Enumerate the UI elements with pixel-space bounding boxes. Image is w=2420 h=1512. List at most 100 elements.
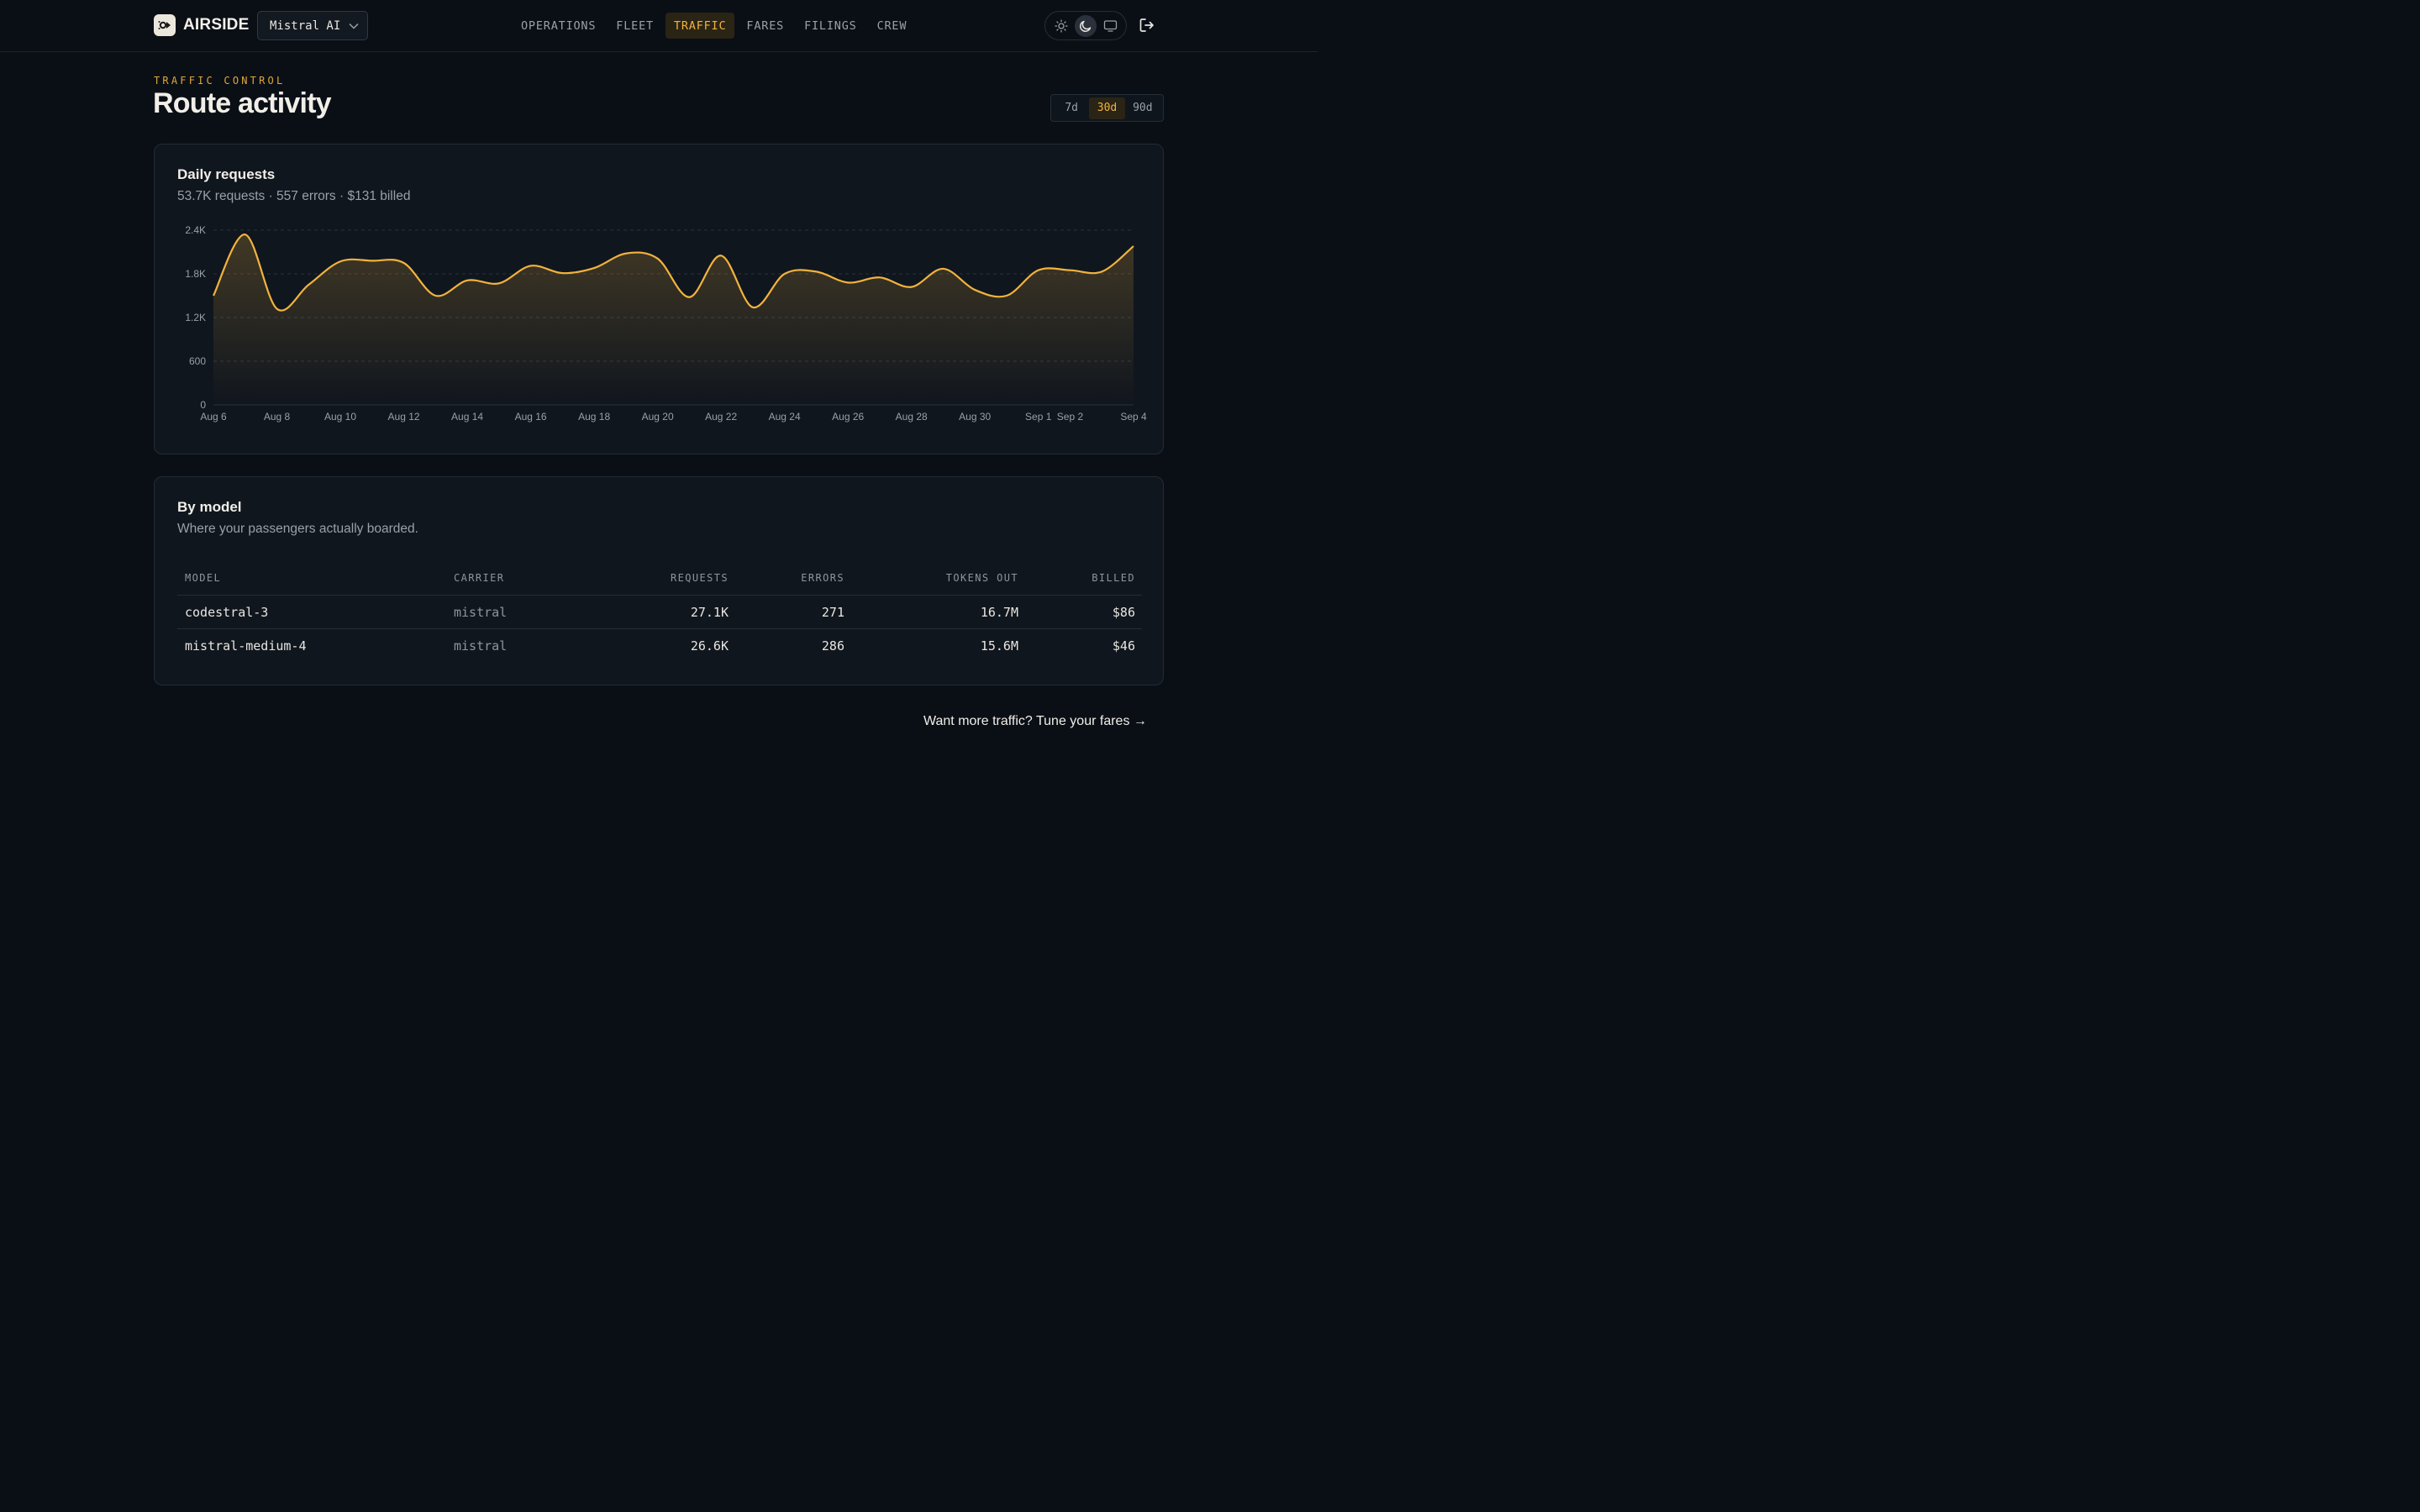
x-tick-label: Aug 6 [200, 411, 227, 423]
data-point[interactable] [748, 302, 758, 312]
data-point[interactable] [938, 264, 948, 274]
nav-traffic[interactable]: TRAFFIC [665, 13, 735, 39]
data-point[interactable] [240, 229, 250, 239]
cell-carrier: mistral [454, 638, 508, 654]
nav-fleet[interactable]: FLEET [616, 18, 654, 33]
by-model-card: By model Where your passengers actually … [154, 476, 1164, 685]
data-point[interactable] [780, 269, 790, 279]
x-tick-label: Sep 2 [1057, 411, 1084, 423]
data-point[interactable] [1002, 291, 1012, 301]
nav-filings[interactable]: FILINGS [804, 18, 857, 33]
table-row[interactable]: mistral-medium-4 mistral 26.6K 286 15.6M… [177, 629, 1142, 663]
x-tick-label: Aug 8 [264, 411, 291, 423]
org-select[interactable]: Mistral AI [257, 11, 368, 40]
x-tick-label: Aug 14 [451, 411, 483, 423]
cell-errors: 271 [821, 604, 844, 620]
requests-line [213, 234, 1134, 312]
table-row[interactable]: codestral-3 mistral 27.1K 271 16.7M $86 [177, 596, 1142, 629]
daily-requests-title: Daily requests [177, 166, 276, 182]
daily-requests-summary: 53.7K requests · 557 errors · $131 bille… [177, 189, 411, 203]
data-point[interactable] [462, 276, 472, 286]
main-nav: OPERATIONS FLEET TRAFFIC FARES FILINGS C… [513, 13, 915, 39]
airside-logo-icon [154, 14, 176, 36]
col-requests[interactable]: REQUESTS [671, 572, 729, 584]
by-model-table: MODEL CARRIER REQUESTS ERRORS TOKENS OUT… [177, 561, 1142, 663]
data-point[interactable] [1034, 265, 1044, 276]
x-tick-label: Sep 4 [1120, 411, 1147, 423]
by-model-title: By model [177, 499, 242, 515]
x-tick-label: Aug 12 [388, 411, 420, 423]
logout-icon[interactable] [1138, 16, 1156, 34]
range-30d-button[interactable]: 30d [1089, 97, 1125, 119]
data-point[interactable] [970, 285, 980, 295]
x-tick-label: Aug 20 [642, 411, 674, 423]
cell-errors: 286 [821, 638, 844, 654]
page-title: Route activity [153, 87, 332, 119]
col-carrier[interactable]: CARRIER [454, 572, 505, 584]
daily-requests-chart: 0 600 1.2K 1.8K 2.4K Aug 6 Aug 8 Aug 10 Aug 12 A… [185, 224, 1147, 423]
data-point[interactable] [430, 291, 440, 301]
y-tick-label: 2.4K [185, 224, 206, 236]
data-point[interactable] [621, 249, 631, 259]
data-point[interactable] [907, 282, 917, 292]
moon-icon [1080, 20, 1092, 32]
org-select-value: Mistral AI [270, 18, 341, 33]
data-point[interactable] [589, 263, 599, 273]
data-point[interactable] [875, 272, 885, 282]
x-tick-label: Aug 26 [832, 411, 864, 423]
x-tick-label: Aug 10 [324, 411, 356, 423]
brand-logo[interactable]: AIRSIDE [154, 14, 249, 36]
range-7d-button[interactable]: 7d [1065, 102, 1078, 114]
cell-tokens-out: 15.6M [980, 638, 1018, 654]
data-point[interactable] [1128, 241, 1139, 251]
cell-model: mistral-medium-4 [185, 638, 307, 654]
theme-switcher [1044, 11, 1127, 40]
x-tick-label: Aug 22 [705, 411, 737, 423]
sun-icon [1055, 18, 1068, 33]
data-point[interactable] [716, 250, 726, 260]
y-tick-label: 1.2K [185, 312, 206, 323]
data-point[interactable] [811, 266, 821, 276]
tune-fares-link[interactable]: Want more traffic? Tune your fares → [923, 714, 1147, 728]
range-90d-button[interactable]: 90d [1133, 102, 1153, 114]
data-point[interactable] [335, 256, 345, 266]
brand-name: AIRSIDE [183, 16, 250, 34]
data-point[interactable] [399, 258, 409, 268]
data-point[interactable] [1097, 266, 1107, 276]
x-tick-label: Aug 28 [896, 411, 928, 423]
data-point[interactable] [1065, 265, 1075, 276]
col-billed[interactable]: BILLED [1092, 572, 1135, 584]
by-model-subtitle: Where your passengers actually boarded. [177, 522, 418, 536]
cell-carrier: mistral [454, 604, 508, 620]
nav-operations[interactable]: OPERATIONS [521, 18, 597, 33]
cell-model: codestral-3 [185, 604, 269, 620]
cell-tokens-out: 16.7M [980, 604, 1018, 620]
x-tick-label: Aug 24 [769, 411, 801, 423]
theme-dark-button[interactable] [1074, 14, 1097, 37]
nav-fares[interactable]: FARES [746, 18, 785, 33]
page-eyebrow: TRAFFIC CONTROL [154, 75, 286, 87]
data-point[interactable] [303, 280, 313, 290]
x-tick-label: Aug 16 [515, 411, 547, 423]
nav-crew[interactable]: CREW [876, 18, 908, 33]
col-model[interactable]: MODEL [185, 572, 222, 584]
y-tick-label: 1.8K [185, 268, 206, 280]
data-point[interactable] [526, 260, 536, 270]
theme-light-button[interactable] [1050, 15, 1072, 37]
data-point[interactable] [208, 291, 218, 301]
data-point[interactable] [557, 268, 567, 278]
cell-requests: 26.6K [690, 638, 729, 654]
data-point[interactable] [684, 292, 694, 302]
theme-system-button[interactable] [1099, 15, 1121, 37]
col-tokens-out[interactable]: TOKENS OUT [945, 572, 1018, 584]
range-selector: 7d 30d 90d [1050, 94, 1164, 122]
y-tick-label: 600 [189, 355, 206, 367]
x-tick-label: Sep 1 [1025, 411, 1052, 423]
data-point[interactable] [843, 277, 853, 287]
data-point[interactable] [494, 278, 504, 288]
data-point[interactable] [367, 255, 377, 265]
data-point[interactable] [653, 254, 663, 264]
daily-requests-card: Daily requests 53.7K requests · 557 erro… [154, 144, 1164, 454]
data-point[interactable] [272, 304, 282, 314]
col-errors[interactable]: ERRORS [801, 572, 844, 584]
